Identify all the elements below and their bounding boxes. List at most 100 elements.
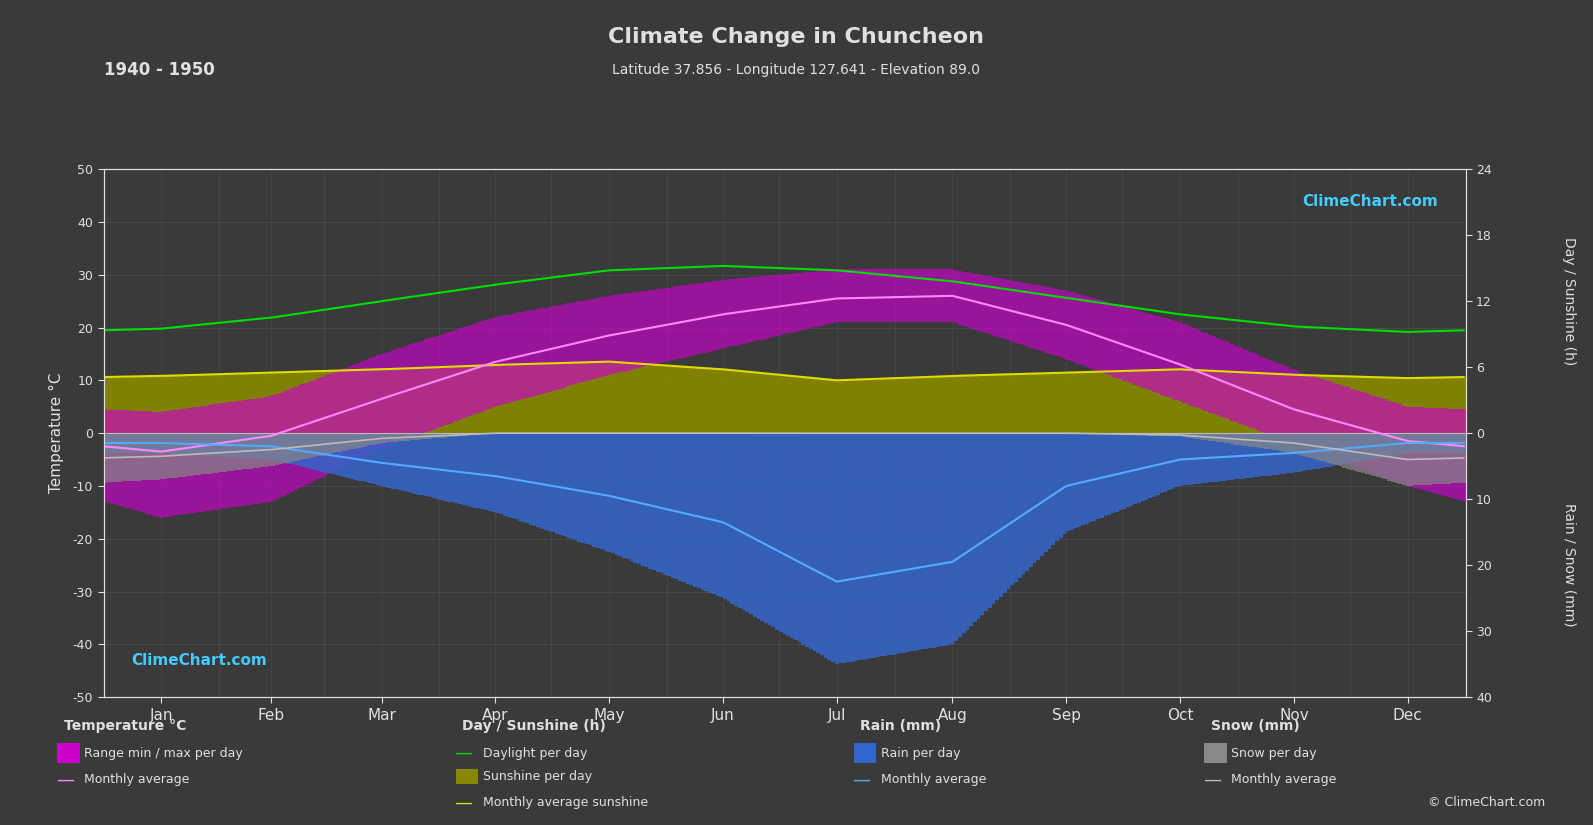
Bar (663, 433, 667, 575)
Bar (843, 433, 846, 662)
Bar (413, 433, 417, 493)
Bar (846, 433, 849, 662)
Bar (1201, 433, 1204, 483)
Bar (1368, 433, 1372, 475)
Bar (301, 372, 304, 433)
Bar (1126, 433, 1129, 435)
Bar (264, 373, 268, 433)
Bar (1018, 374, 1021, 433)
Bar (1227, 342, 1230, 419)
Bar (1454, 409, 1458, 499)
Bar (996, 278, 999, 337)
Bar (1372, 377, 1376, 433)
Bar (1454, 433, 1458, 483)
Bar (129, 376, 134, 433)
Bar (256, 433, 260, 459)
Bar (1141, 370, 1145, 433)
Bar (156, 376, 159, 433)
Bar (902, 433, 906, 653)
Bar (835, 270, 838, 323)
Bar (178, 409, 182, 515)
Bar (1282, 433, 1287, 451)
Bar (1343, 433, 1346, 468)
Bar (962, 433, 965, 634)
Bar (798, 433, 801, 643)
Bar (1196, 330, 1201, 408)
Bar (1305, 433, 1309, 470)
Bar (1252, 353, 1257, 429)
Bar (804, 272, 809, 329)
Bar (726, 280, 731, 347)
Bar (309, 371, 312, 433)
Bar (190, 408, 193, 513)
Bar (532, 433, 537, 526)
Text: Rain (mm): Rain (mm) (860, 719, 941, 733)
Bar (379, 433, 384, 486)
Bar (470, 365, 473, 433)
Bar (1271, 433, 1276, 450)
Text: Monthly average: Monthly average (881, 773, 986, 786)
Bar (902, 270, 906, 323)
Bar (543, 308, 548, 393)
Bar (413, 433, 417, 440)
Bar (178, 433, 182, 454)
Bar (1185, 370, 1190, 433)
Bar (887, 270, 890, 323)
Bar (898, 378, 902, 433)
Bar (459, 433, 462, 436)
Bar (1443, 377, 1446, 433)
Bar (827, 433, 832, 660)
Bar (268, 397, 271, 502)
Bar (1215, 433, 1219, 442)
Bar (816, 433, 820, 653)
Bar (507, 314, 510, 403)
Bar (1376, 433, 1380, 458)
Bar (209, 433, 212, 474)
Bar (499, 433, 503, 514)
Bar (312, 433, 317, 469)
Bar (151, 412, 156, 516)
Bar (849, 433, 854, 662)
Bar (612, 362, 615, 433)
Bar (134, 376, 137, 433)
Bar (1446, 408, 1451, 497)
Bar (357, 362, 362, 460)
Bar (518, 433, 521, 521)
Bar (951, 433, 954, 644)
Bar (462, 433, 465, 436)
Bar (223, 433, 226, 472)
Bar (674, 433, 679, 579)
Bar (1418, 378, 1421, 433)
Bar (1383, 399, 1388, 478)
Bar (1276, 363, 1279, 437)
Bar (1424, 433, 1429, 485)
Bar (328, 433, 331, 454)
Bar (231, 433, 234, 457)
Bar (679, 286, 682, 359)
Bar (551, 363, 554, 433)
Bar (753, 277, 757, 342)
Bar (376, 433, 379, 485)
Bar (1066, 291, 1070, 360)
Bar (118, 433, 123, 453)
Bar (873, 433, 876, 658)
Bar (696, 368, 701, 433)
Bar (1193, 328, 1196, 407)
Bar (965, 375, 969, 433)
Bar (249, 433, 253, 459)
Bar (1260, 433, 1265, 448)
Bar (838, 270, 843, 323)
Bar (123, 377, 126, 433)
Bar (820, 433, 824, 656)
Bar (671, 287, 674, 361)
Bar (532, 364, 537, 433)
Text: Day / Sunshine (h): Day / Sunshine (h) (462, 719, 605, 733)
Bar (596, 298, 601, 378)
Bar (379, 370, 384, 433)
Text: Rain per day: Rain per day (881, 747, 961, 760)
Bar (1316, 378, 1321, 453)
Bar (532, 309, 537, 396)
Bar (1418, 433, 1421, 453)
Bar (581, 433, 585, 543)
Bar (543, 364, 548, 433)
